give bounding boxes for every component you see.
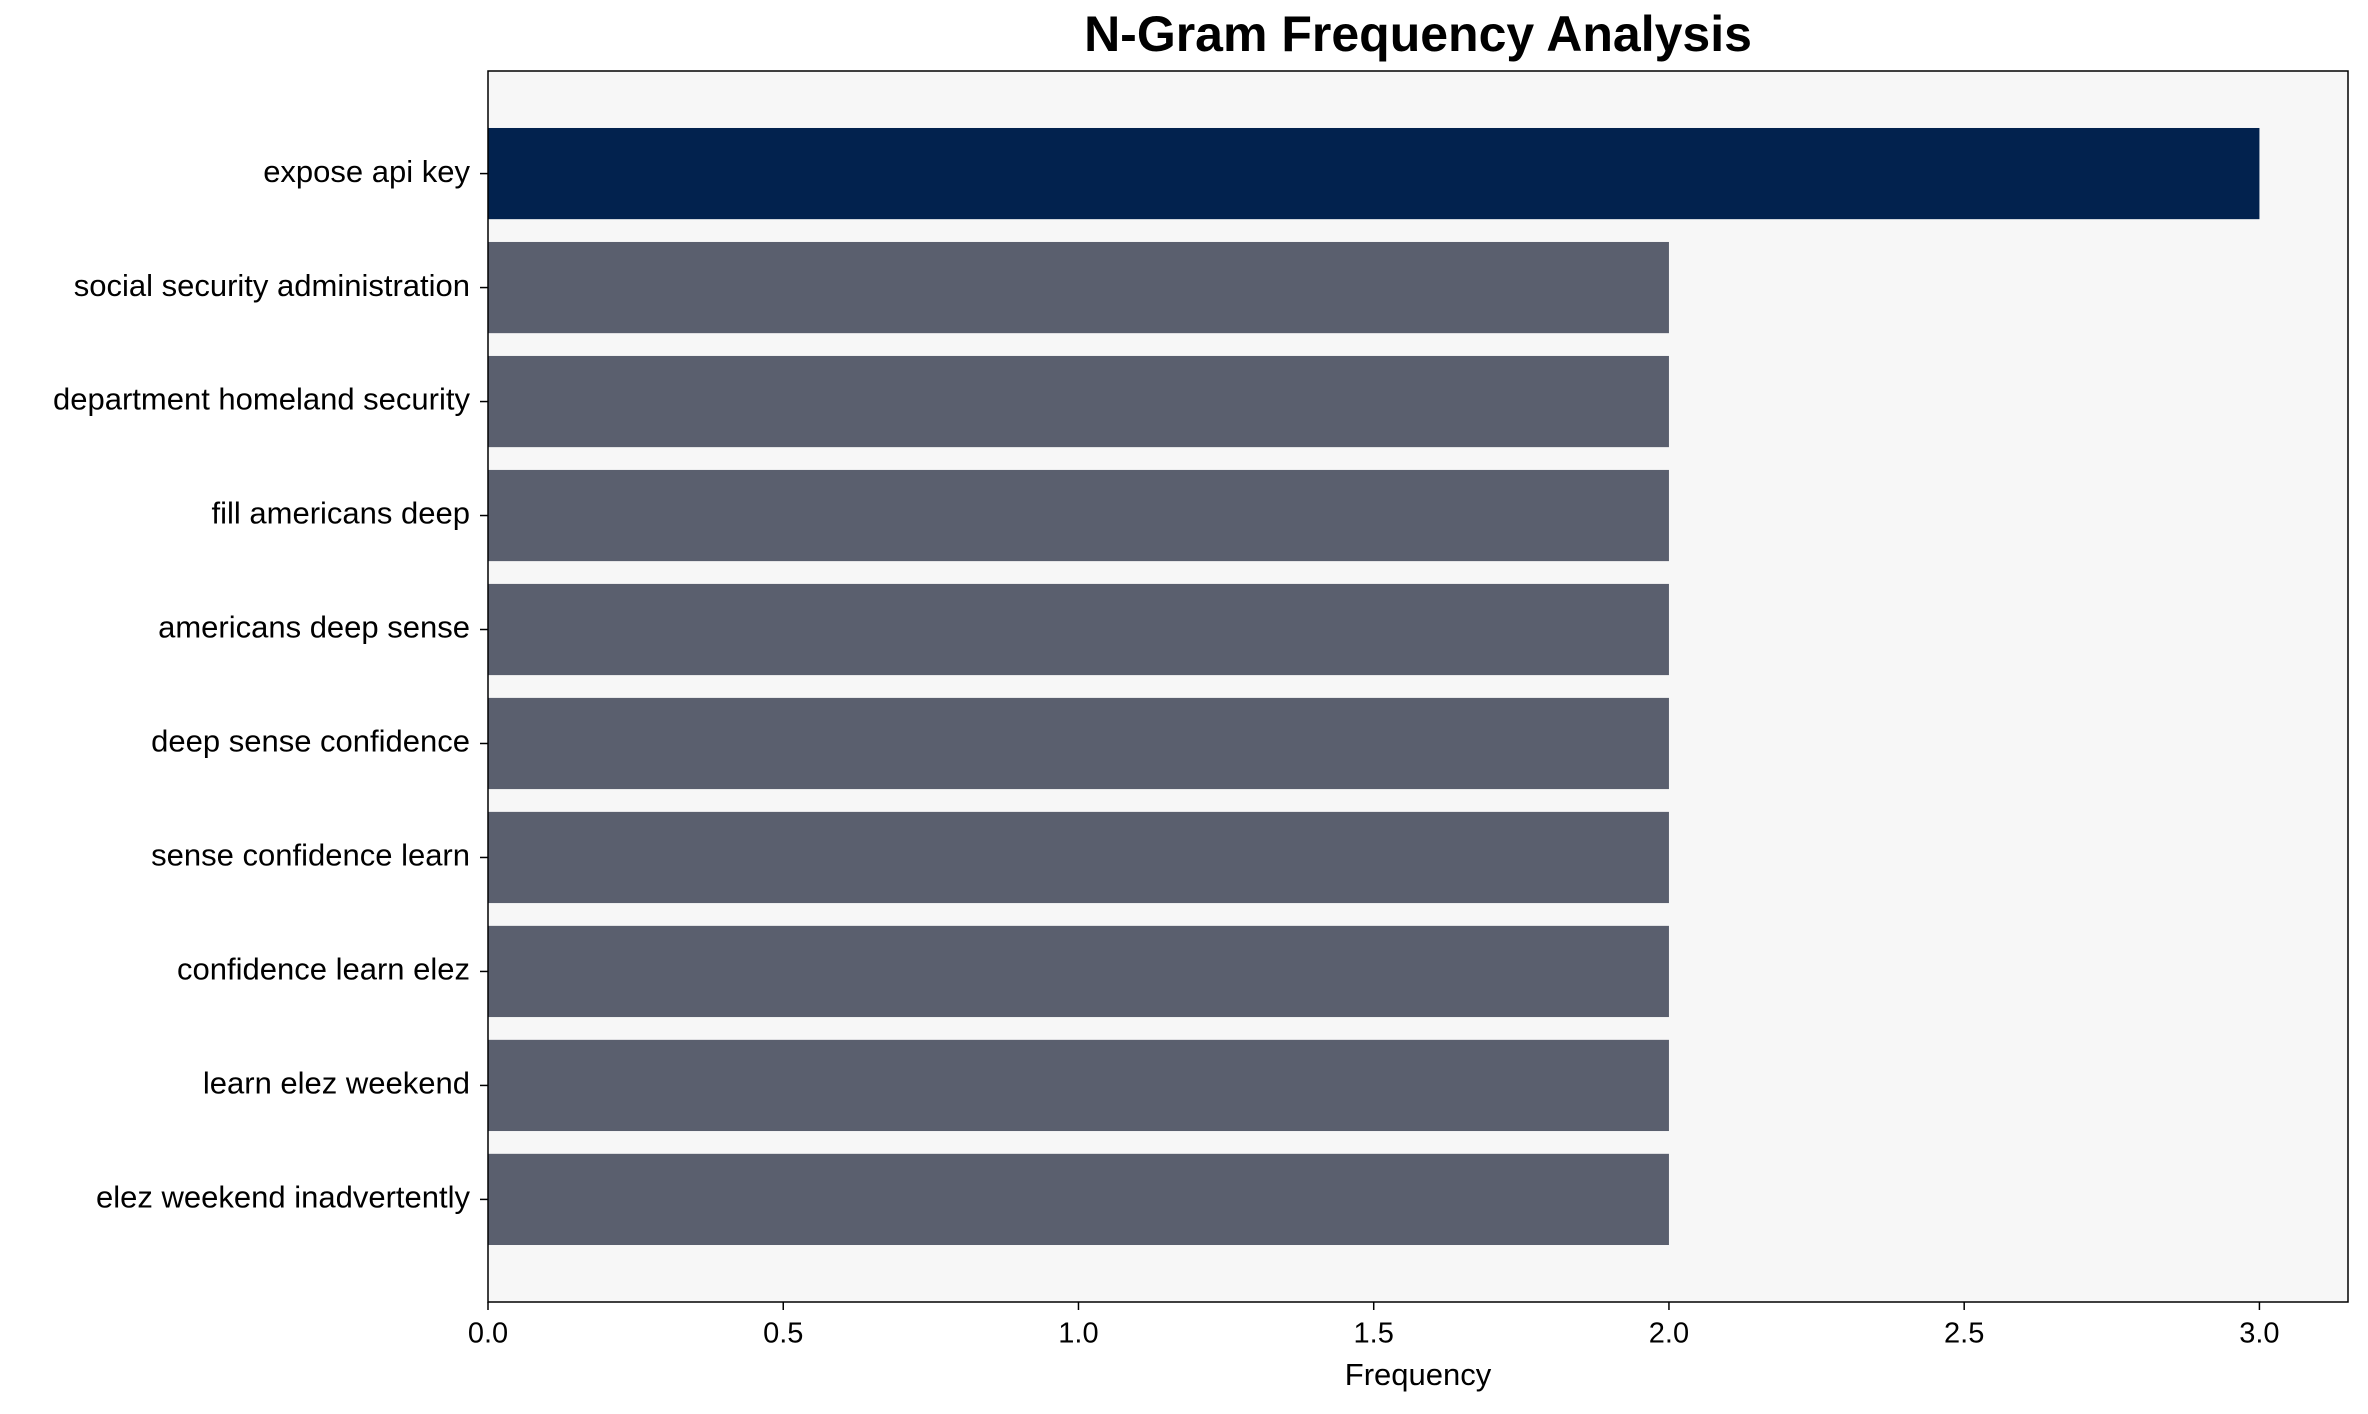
bar <box>488 697 1669 790</box>
chart-title: N-Gram Frequency Analysis <box>1084 6 1752 62</box>
y-tick-label: confidence learn elez <box>177 952 470 987</box>
y-tick-label: learn elez weekend <box>203 1066 470 1101</box>
x-tick-label: 2.0 <box>1649 1318 1689 1350</box>
bar <box>488 1153 1669 1246</box>
x-axis-label: Frequency <box>1345 1357 1492 1392</box>
y-tick-label: department homeland security <box>53 382 471 417</box>
bar <box>488 811 1669 904</box>
y-tick-label: social security administration <box>74 268 470 303</box>
x-tick-label: 3.0 <box>2239 1318 2279 1350</box>
bar <box>488 925 1669 1018</box>
x-tick-label: 0.5 <box>763 1318 803 1350</box>
bar <box>488 355 1669 448</box>
y-tick-label: elez weekend inadvertently <box>96 1180 470 1215</box>
bar <box>488 241 1669 334</box>
bar <box>488 127 2260 220</box>
y-tick-label: expose api key <box>263 154 470 189</box>
plot-frame <box>487 70 2349 1303</box>
x-tick-label: 2.5 <box>1944 1318 1984 1350</box>
y-tick-label: americans deep sense <box>158 610 470 645</box>
y-tick-label: deep sense confidence <box>151 724 470 759</box>
y-tick-label: fill americans deep <box>212 496 470 531</box>
x-tick-label: 0.0 <box>468 1318 508 1350</box>
bar <box>488 469 1669 562</box>
bar <box>488 1039 1669 1132</box>
y-tick-label: sense confidence learn <box>151 838 470 873</box>
bar <box>488 583 1669 676</box>
x-tick-label: 1.0 <box>1058 1318 1098 1350</box>
x-tick-label: 1.5 <box>1354 1318 1394 1350</box>
